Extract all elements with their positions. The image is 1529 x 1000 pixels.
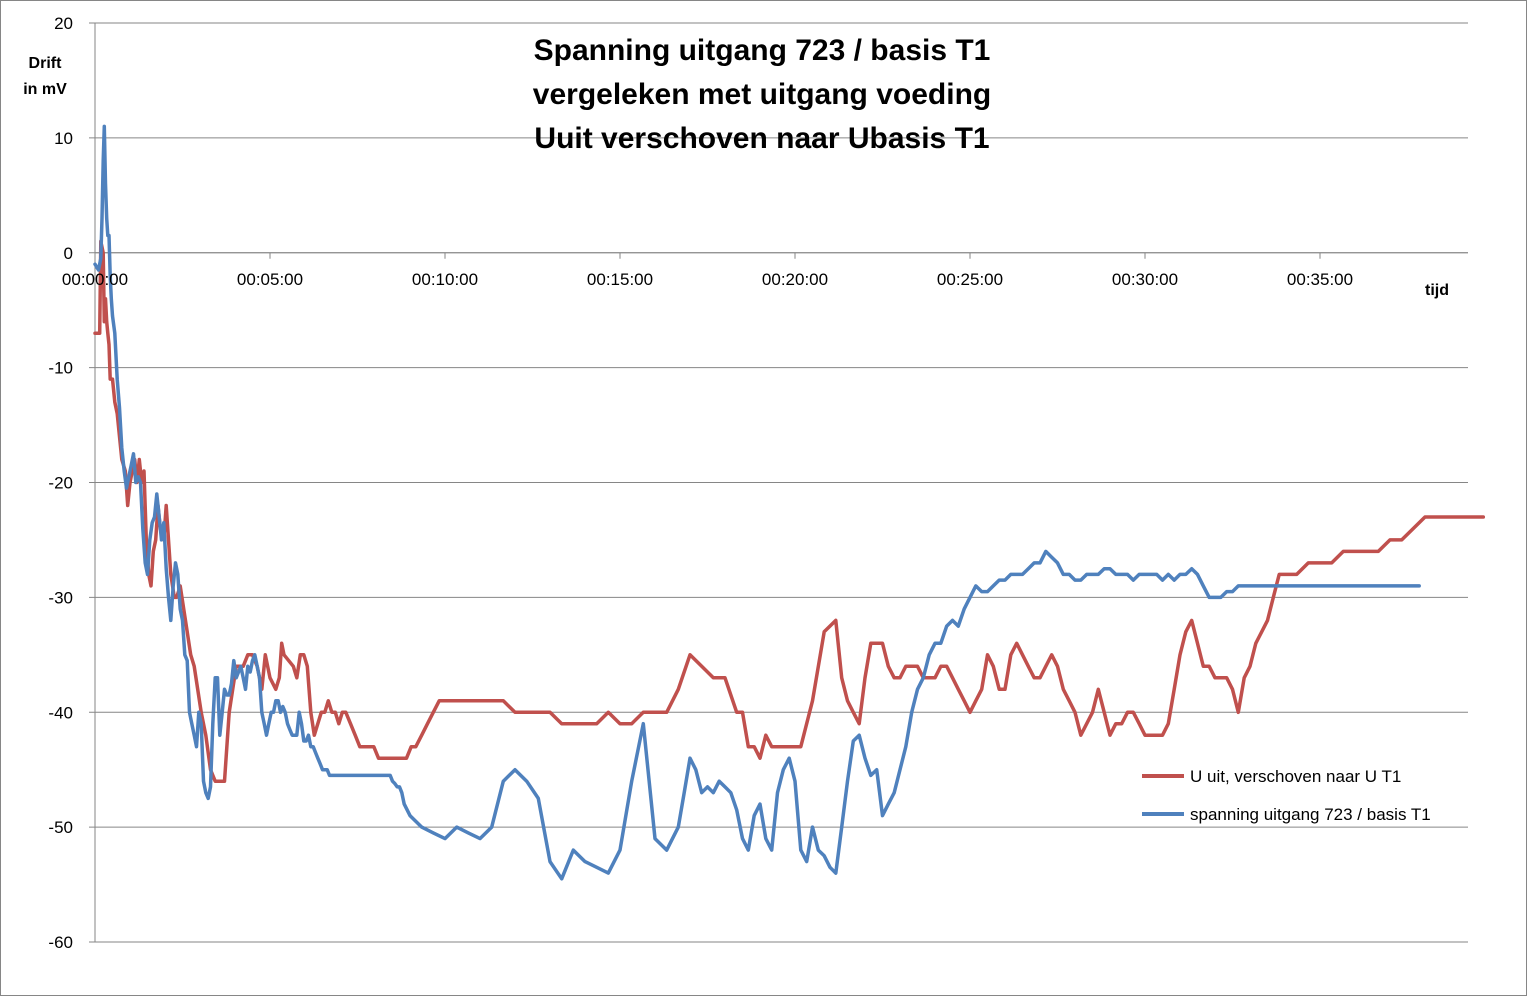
tick-labels: 20 10 0 -10 -20 -30 -40 -50 -60 00:00:00 00:05:00 0… bbox=[48, 14, 1353, 952]
y-tick-label: 20 bbox=[54, 14, 73, 33]
chart-title-line: vergeleken met uitgang voeding bbox=[533, 78, 991, 111]
x-tick-label: 00:30:00 bbox=[1112, 270, 1178, 289]
x-tick-label: 00:00:00 bbox=[62, 270, 128, 289]
y-tick-label: -30 bbox=[48, 588, 73, 607]
chart-title-line: Uuit verschoven naar Ubasis T1 bbox=[534, 122, 989, 155]
x-tick-label: 00:15:00 bbox=[587, 270, 653, 289]
x-tick-label: 00:35:00 bbox=[1287, 270, 1353, 289]
x-tick-label: 00:10:00 bbox=[412, 270, 478, 289]
y-axis-title-line: Drift bbox=[29, 55, 63, 72]
x-axis-title: tijd bbox=[1425, 282, 1449, 299]
y-tick-label: 0 bbox=[64, 244, 73, 263]
axes bbox=[89, 22, 1468, 943]
y-axis-title: Drift in mV bbox=[23, 55, 67, 98]
chart-title-line: Spanning uitgang 723 / basis T1 bbox=[534, 34, 991, 67]
y-tick-label: -60 bbox=[48, 933, 73, 952]
y-tick-label: -40 bbox=[48, 703, 73, 722]
y-tick-label: 10 bbox=[54, 129, 73, 148]
y-axis-title-line: in mV bbox=[23, 81, 67, 98]
legend-label: U uit, verschoven naar U T1 bbox=[1190, 767, 1401, 786]
series-lines bbox=[93, 124, 1486, 881]
legend: U uit, verschoven naar U T1 spanning uitg… bbox=[1142, 767, 1431, 824]
x-tick-label: 00:25:00 bbox=[937, 270, 1003, 289]
series-line-1 bbox=[93, 239, 1486, 783]
legend-label: spanning uitgang 723 / basis T1 bbox=[1190, 805, 1431, 824]
series-line-2 bbox=[93, 124, 1421, 881]
x-tick-label: 00:20:00 bbox=[762, 270, 828, 289]
y-tick-label: -50 bbox=[48, 818, 73, 837]
x-tick-label: 00:05:00 bbox=[237, 270, 303, 289]
y-tick-label: -20 bbox=[48, 474, 73, 493]
chart-title: Spanning uitgang 723 / basis T1 vergeleke… bbox=[533, 34, 991, 155]
y-tick-label: -10 bbox=[48, 359, 73, 378]
